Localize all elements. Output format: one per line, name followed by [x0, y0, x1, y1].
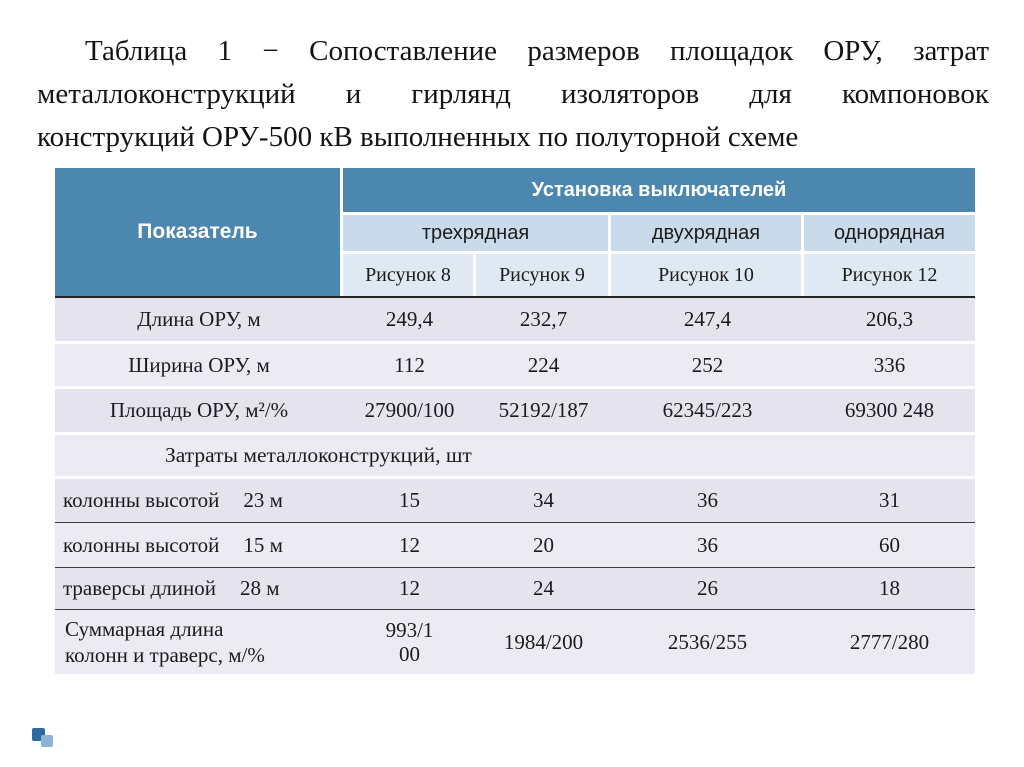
- row-label: Суммарная длина колонн и траверс, м/%: [55, 610, 343, 674]
- row-label-size: 15 м: [243, 532, 283, 557]
- footer-logo-icon: [32, 726, 56, 750]
- table-header-right: Установка выключателей трехрядная двухря…: [343, 168, 975, 296]
- slide-title: Таблица 1 − Сопоставление размеров площа…: [37, 30, 989, 159]
- cell-value: 34: [476, 479, 611, 522]
- row-label: Площадь ОРУ, м²/%: [55, 389, 343, 432]
- col-group-header: Установка выключателей: [343, 168, 975, 212]
- row-label-size: 28 м: [239, 576, 280, 600]
- title-line-3: конструкций ОРУ-500 кВ выполненных по по…: [37, 121, 799, 153]
- section-header: Затраты металлоконструкций, шт: [55, 435, 975, 476]
- table-row-columns-23: колонны высотой 23 м 15 34 36 31: [55, 479, 975, 522]
- title-line-2: металлоконструкций и гирлянд изоляторов …: [37, 78, 989, 110]
- row-label: колонны высотой 23 м: [55, 479, 343, 522]
- col-header-figure-8: Рисунок 8: [343, 254, 473, 296]
- row-label: Ширина ОРУ, м: [55, 344, 343, 386]
- row-label: колонны высотой 15 м: [55, 523, 343, 567]
- table-section-row: Затраты металлоконструкций, шт: [55, 435, 975, 476]
- cell-value: 69300 248: [804, 389, 975, 432]
- cell-value: 60: [804, 523, 975, 567]
- col-header-one-row: однорядная: [804, 215, 975, 251]
- row-label-text: колонны высотой: [63, 532, 220, 557]
- arrangement-header-row: трехрядная двухрядная однорядная: [343, 215, 975, 251]
- col-header-figure-9: Рисунок 9: [476, 254, 608, 296]
- row-divider: [55, 432, 975, 435]
- cell-value: 15: [343, 479, 476, 522]
- col-header-indicator: Показатель: [55, 168, 340, 296]
- title-line-1: Таблица 1 − Сопоставление размеров площа…: [85, 35, 989, 67]
- row-divider-dark: [55, 522, 975, 523]
- cell-value: 24: [476, 568, 611, 609]
- col-header-three-row: трехрядная: [343, 215, 608, 251]
- row-label-size: 23 м: [243, 488, 283, 512]
- table-row-columns-15: колонны высотой 15 м 12 20 36 60: [55, 523, 975, 567]
- logo-square-light: [41, 735, 53, 747]
- cell-value: 224: [476, 344, 611, 386]
- row-label: Длина ОРУ, м: [55, 298, 343, 341]
- cell-value: 252: [611, 344, 804, 386]
- row-divider: [55, 341, 975, 344]
- cell-value: 249,4: [343, 298, 476, 341]
- cell-value: 336: [804, 344, 975, 386]
- cell-value: 2777/280: [804, 610, 975, 674]
- col-header-figure-12: Рисунок 12: [804, 254, 975, 296]
- cell-value: 1984/200: [476, 610, 611, 674]
- cell-value: 12: [343, 523, 476, 567]
- cell-value: 993/1 00: [343, 610, 476, 674]
- cell-value: 18: [804, 568, 975, 609]
- cell-value: 20: [476, 523, 611, 567]
- row-label-text: колонны высотой: [63, 488, 220, 512]
- table-row-total-length: Суммарная длина колонн и траверс, м/% 99…: [55, 610, 975, 674]
- comparison-table: Показатель Установка выключателей трехря…: [55, 168, 975, 674]
- row-divider: [55, 386, 975, 389]
- cell-value: 247,4: [611, 298, 804, 341]
- table-row-area: Площадь ОРУ, м²/% 27900/100 52192/187 62…: [55, 389, 975, 432]
- table-row-length: Длина ОРУ, м 249,4 232,7 247,4 206,3: [55, 298, 975, 341]
- cell-value: 2536/255: [611, 610, 804, 674]
- col-header-two-row: двухрядная: [611, 215, 801, 251]
- row-divider: [55, 476, 975, 479]
- cell-value: 232,7: [476, 298, 611, 341]
- cell-value: 36: [611, 523, 804, 567]
- cell-value: 206,3: [804, 298, 975, 341]
- table-header: Показатель Установка выключателей трехря…: [55, 168, 975, 296]
- cell-value: 27900/100: [343, 389, 476, 432]
- row-label: траверсы длиной 28 м: [55, 568, 343, 609]
- col-header-figure-10: Рисунок 10: [611, 254, 801, 296]
- cell-value: 26: [611, 568, 804, 609]
- table-row-width: Ширина ОРУ, м 112 224 252 336: [55, 344, 975, 386]
- cell-value: 36: [611, 479, 804, 522]
- cell-value: 31: [804, 479, 975, 522]
- row-divider-dark: [55, 609, 975, 610]
- header-divider: [55, 296, 975, 298]
- row-divider-dark: [55, 567, 975, 568]
- cell-value: 112: [343, 344, 476, 386]
- row-label-text: траверсы длиной: [63, 576, 216, 600]
- cell-value: 12: [343, 568, 476, 609]
- cell-value: 52192/187: [476, 389, 611, 432]
- cell-value: 62345/223: [611, 389, 804, 432]
- table-row-traverses-28: траверсы длиной 28 м 12 24 26 18: [55, 568, 975, 609]
- figure-header-row: Рисунок 8 Рисунок 9 Рисунок 10 Рисунок 1…: [343, 254, 975, 296]
